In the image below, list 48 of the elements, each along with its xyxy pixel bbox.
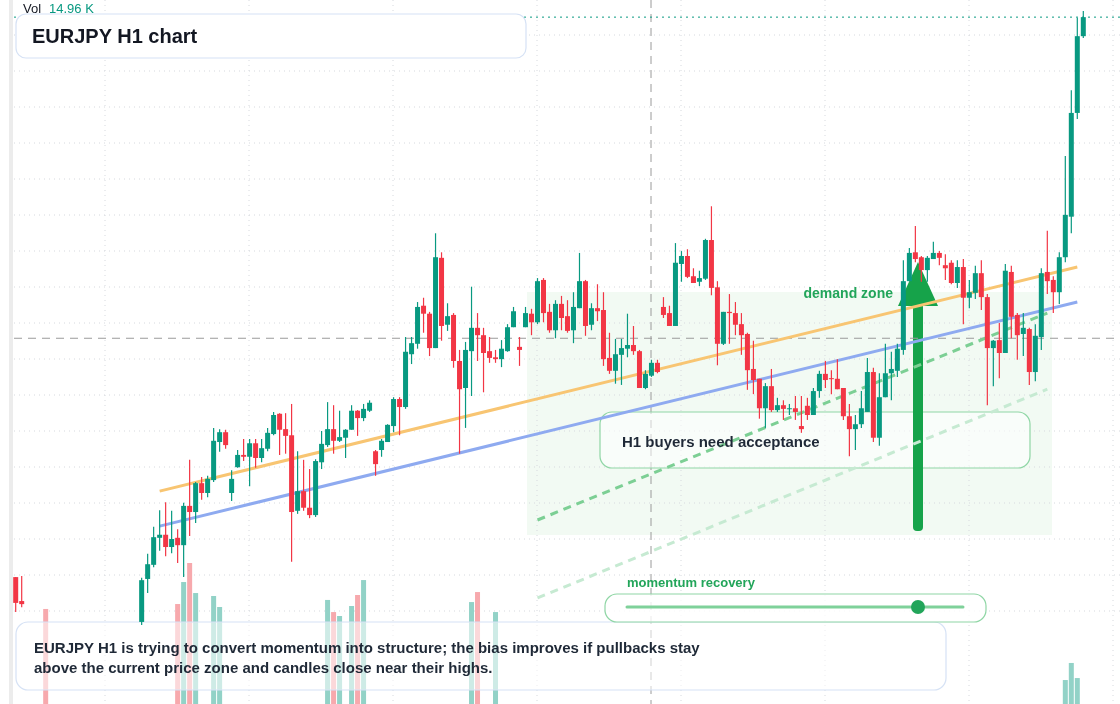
candlestick [588, 302, 594, 331]
annotation: momentum recovery [627, 575, 756, 590]
candlestick [990, 339, 996, 387]
candlestick [229, 469, 235, 502]
candlestick [816, 370, 822, 399]
candlestick [846, 403, 852, 457]
candlestick [445, 302, 451, 332]
candlestick [475, 312, 481, 362]
candlestick [169, 510, 175, 554]
candlestick [954, 259, 960, 289]
candlestick [852, 414, 858, 451]
candlestick [241, 438, 247, 462]
candlestick [397, 396, 403, 436]
candlestick [978, 259, 984, 311]
candlestick [331, 404, 337, 455]
candlestick [175, 528, 181, 564]
candlestick [798, 395, 804, 434]
candlestick [792, 395, 798, 421]
annotation: demand zone [803, 285, 894, 301]
candlestick [355, 409, 361, 437]
candlestick [199, 476, 205, 501]
candlestick [630, 325, 636, 356]
candlestick [810, 387, 816, 416]
candlestick [223, 429, 229, 450]
candlestick [804, 397, 810, 421]
candlestick [768, 368, 774, 413]
candlestick [253, 438, 259, 469]
candlestick [529, 308, 535, 336]
candlestick [307, 468, 313, 519]
annotation: EURJPY H1 is trying to convert momentum into structure; the bias improves if pullbacks stay above the current price zone and candles close near their highs. [34, 639, 701, 676]
candlestick [373, 449, 379, 477]
candlestick [247, 438, 253, 487]
candlestick [295, 450, 301, 515]
candlestick [421, 297, 427, 334]
candlestick [1020, 312, 1026, 357]
candlestick [349, 404, 355, 431]
candlestick [996, 322, 1002, 379]
candlestick [187, 459, 193, 537]
candlestick [882, 343, 888, 398]
candlestick [301, 459, 307, 512]
annotation: 14.96 K [49, 1, 95, 16]
candlestick [163, 501, 169, 557]
candlestick [517, 336, 523, 367]
candlestick [780, 399, 786, 421]
annotation: H1 buyers need acceptance [622, 433, 820, 450]
candlestick [762, 382, 768, 429]
annotation: Vol [23, 1, 42, 16]
text: EURJPY H1 chart [32, 25, 198, 47]
